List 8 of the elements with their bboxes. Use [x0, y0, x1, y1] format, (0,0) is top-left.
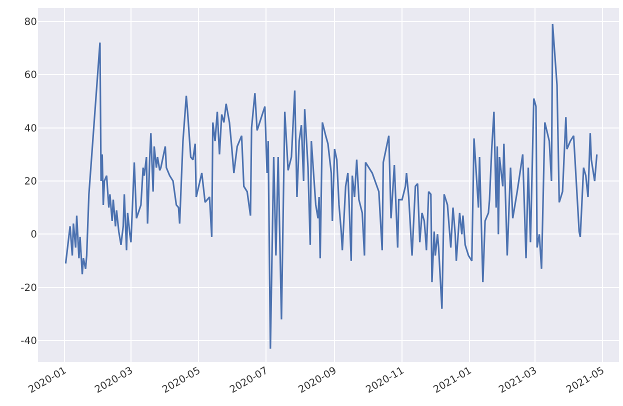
line-series: [64, 23, 598, 350]
y-tick-label: 20: [24, 176, 37, 188]
y-tick-label: 80: [24, 16, 37, 28]
y-tick-label: 40: [24, 123, 37, 134]
y-tick-label: -20: [20, 282, 37, 294]
y-tick-label: 60: [24, 70, 37, 82]
y-tick-label: 0: [30, 230, 37, 241]
y-tick-label: -40: [20, 336, 37, 348]
